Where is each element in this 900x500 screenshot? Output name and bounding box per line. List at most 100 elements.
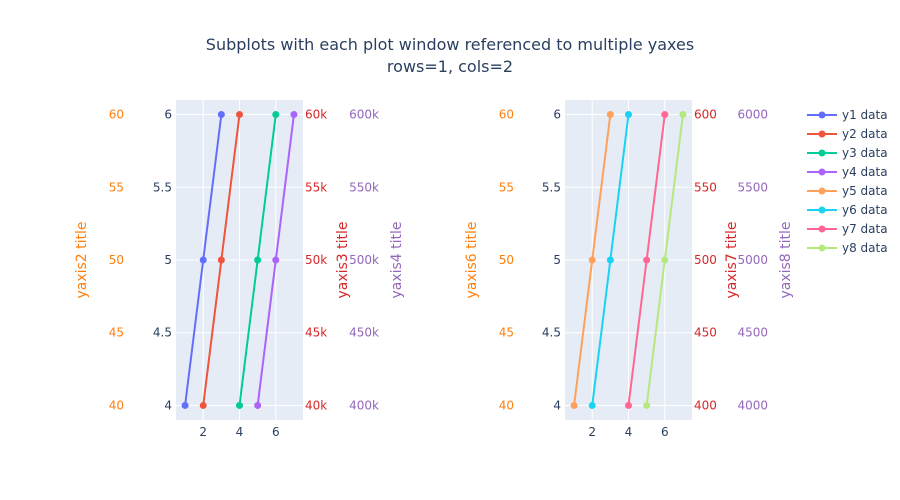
y-tick-label-yaxis8: 5500 — [737, 180, 768, 194]
y-tick-label-yaxis7: 600 — [694, 108, 717, 122]
legend-label: y8 data — [842, 241, 888, 255]
legend-item[interactable]: y6 data — [807, 203, 888, 217]
data-point-y4-data — [290, 111, 298, 119]
y-tick-label-yaxis5: 5.5 — [542, 180, 561, 194]
x-tick-label: 4 — [236, 425, 244, 439]
data-point-y3-data — [236, 401, 243, 409]
y-tick-label-yaxis2: 60 — [109, 108, 124, 122]
axis-title-yaxis7: yaxis7 title — [724, 221, 740, 298]
data-point-y5-data — [606, 111, 614, 119]
data-point-y1-data — [181, 401, 189, 409]
legend-marker-icon — [818, 187, 826, 195]
axis-title-yaxis3: yaxis3 title — [335, 221, 351, 298]
y-tick-label-yaxis2: 55 — [109, 180, 124, 194]
axis-title-yaxis8: yaxis8 title — [778, 221, 794, 298]
data-point-y4-data — [272, 256, 280, 264]
chart-title-line-2: rows=1, cols=2 — [387, 57, 513, 76]
y-tick-label-yaxis4: 500k — [349, 253, 379, 267]
legend-marker-icon — [818, 206, 826, 214]
data-point-y2-data — [236, 111, 243, 119]
subplot-2: 2 4 6 4 4.5 5 5.5 6 40 45 50 55 60 yaxis6 title 400 450… — [464, 100, 794, 439]
x-tick-label: 2 — [588, 425, 596, 439]
data-point-y8-data — [661, 256, 669, 264]
x-tick-label: 6 — [661, 425, 669, 439]
y-tick-label-yaxis7: 450 — [694, 326, 717, 340]
data-point-y5-data — [570, 401, 578, 409]
data-point-y7-data — [625, 401, 632, 409]
chart-title-line-1: Subplots with each plot window reference… — [206, 35, 694, 54]
y-tick-label-yaxis4: 450k — [349, 326, 379, 340]
legend-label: y6 data — [842, 203, 888, 217]
data-point-y1-data — [217, 111, 225, 119]
legend-item[interactable]: y4 data — [807, 165, 888, 179]
axis-title-yaxis6: yaxis6 title — [464, 221, 480, 298]
y-tick-label-yaxis1: 6 — [164, 108, 172, 122]
data-point-y6-data — [588, 401, 596, 409]
legend-item[interactable]: y7 data — [807, 222, 888, 236]
y-tick-label-yaxis3: 60k — [305, 108, 327, 122]
x-tick-label: 2 — [199, 425, 207, 439]
y-tick-label-yaxis8: 6000 — [737, 108, 768, 122]
data-point-y4-data — [254, 401, 262, 409]
y-tick-label-yaxis6: 40 — [499, 398, 514, 412]
y-tick-label-yaxis2: 45 — [109, 326, 124, 340]
legend-marker-icon — [818, 168, 826, 176]
x-tick-label: 4 — [625, 425, 633, 439]
x-tick-label: 6 — [272, 425, 280, 439]
y-tick-label-yaxis3: 45k — [305, 326, 327, 340]
data-point-y2-data — [217, 256, 225, 264]
legend-item[interactable]: y8 data — [807, 241, 888, 255]
y-tick-label-yaxis6: 45 — [499, 326, 514, 340]
y-tick-label-yaxis1: 5.5 — [153, 180, 172, 194]
y-tick-label-yaxis1: 4 — [164, 398, 172, 412]
data-point-y7-data — [661, 111, 669, 119]
data-point-y5-data — [588, 256, 596, 264]
axis-title-yaxis2: yaxis2 title — [74, 221, 90, 298]
legend[interactable]: y1 data y2 data y3 data y4 data y5 data y6 da… — [807, 108, 888, 255]
data-point-y6-data — [625, 111, 632, 119]
y-tick-label-yaxis7: 550 — [694, 180, 717, 194]
y-tick-label-yaxis5: 5 — [553, 253, 561, 267]
y-tick-label-yaxis1: 5 — [164, 253, 172, 267]
y-tick-label-yaxis6: 60 — [499, 108, 514, 122]
legend-label: y3 data — [842, 146, 888, 160]
legend-label: y4 data — [842, 165, 888, 179]
y-tick-label-yaxis3: 40k — [305, 398, 327, 412]
y-tick-label-yaxis2: 40 — [109, 398, 124, 412]
legend-item[interactable]: y1 data — [807, 108, 888, 122]
data-point-y8-data — [643, 401, 651, 409]
data-point-y1-data — [199, 256, 207, 264]
y-tick-label-yaxis1: 4.5 — [153, 326, 172, 340]
y-tick-label-yaxis2: 50 — [109, 253, 124, 267]
y-tick-label-yaxis5: 4 — [553, 398, 561, 412]
legend-item[interactable]: y3 data — [807, 146, 888, 160]
legend-label: y2 data — [842, 127, 888, 141]
data-point-y2-data — [199, 401, 207, 409]
data-point-y3-data — [272, 111, 280, 119]
y-tick-label-yaxis7: 400 — [694, 398, 717, 412]
y-tick-label-yaxis6: 50 — [499, 253, 514, 267]
legend-marker-icon — [818, 111, 826, 119]
y-tick-label-yaxis3: 55k — [305, 180, 327, 194]
legend-label: y1 data — [842, 108, 888, 122]
data-point-y3-data — [254, 256, 262, 264]
y-tick-label-yaxis7: 500 — [694, 253, 717, 267]
legend-marker-icon — [818, 225, 826, 233]
data-point-y7-data — [643, 256, 651, 264]
legend-item[interactable]: y2 data — [807, 127, 888, 141]
legend-label: y5 data — [842, 184, 888, 198]
y-tick-label-yaxis4: 550k — [349, 180, 379, 194]
legend-label: y7 data — [842, 222, 888, 236]
y-tick-label-yaxis4: 400k — [349, 398, 379, 412]
legend-marker-icon — [818, 149, 826, 157]
y-tick-label-yaxis6: 55 — [499, 180, 514, 194]
data-point-y6-data — [606, 256, 614, 264]
legend-item[interactable]: y5 data — [807, 184, 888, 198]
y-tick-label-yaxis8: 4500 — [737, 326, 768, 340]
y-tick-label-yaxis3: 50k — [305, 253, 327, 267]
subplot-1: 2 4 6 4 4.5 5 5.5 6 40 45 50 55 60 yaxis2 title 40k 45k… — [74, 100, 405, 439]
y-tick-label-yaxis4: 600k — [349, 108, 379, 122]
